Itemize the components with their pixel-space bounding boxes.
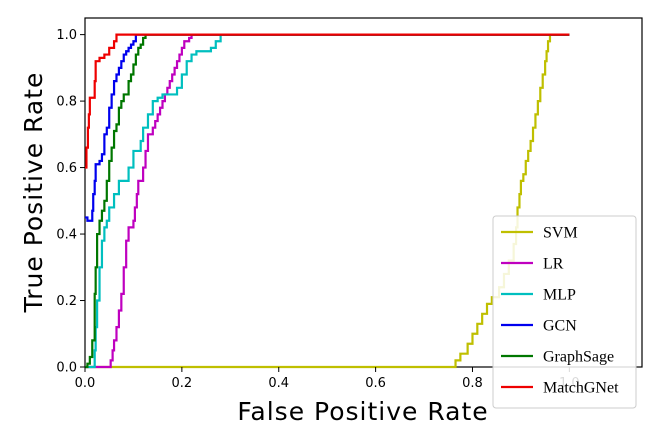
roc-curve-lr — [85, 33, 570, 369]
x-tick-label: 0.8 — [462, 376, 483, 391]
y-axis-ticks: 0.0 0.2 0.4 0.6 0.8 1.0 — [56, 28, 85, 376]
y-tick-label: 0.6 — [56, 161, 77, 176]
legend-entry: GCN — [543, 318, 577, 335]
legend-entry: LR — [543, 256, 564, 273]
y-tick-label: 0.0 — [56, 361, 77, 376]
legend-entry: GraphSage — [543, 349, 614, 366]
x-tick-label: 0.6 — [365, 376, 386, 391]
roc-curves — [85, 33, 570, 369]
legend: SVM LR MLP GCN GraphSage MatchGNet — [492, 215, 637, 409]
y-tick-label: 0.8 — [56, 95, 77, 110]
x-tick-label: 0.2 — [172, 376, 193, 391]
legend-entry: MatchGNet — [543, 380, 619, 397]
roc-curve-graphsage — [85, 33, 570, 369]
x-axis-label: False Positive Rate — [237, 397, 488, 426]
y-axis-label: True Positive Rate — [19, 72, 48, 314]
roc-curve-matchgnet — [85, 33, 570, 169]
y-tick-label: 1.0 — [56, 28, 77, 43]
roc-curve-svm — [85, 33, 570, 369]
x-tick-label: 0.0 — [75, 376, 96, 391]
roc-curve-gcn — [85, 33, 570, 222]
x-tick-label: 0.4 — [268, 376, 289, 391]
legend-entry: SVM — [543, 225, 578, 242]
y-tick-label: 0.2 — [56, 294, 77, 309]
legend-entry: MLP — [543, 287, 576, 304]
roc-curve-mlp — [85, 33, 570, 369]
y-tick-label: 0.4 — [56, 228, 77, 243]
